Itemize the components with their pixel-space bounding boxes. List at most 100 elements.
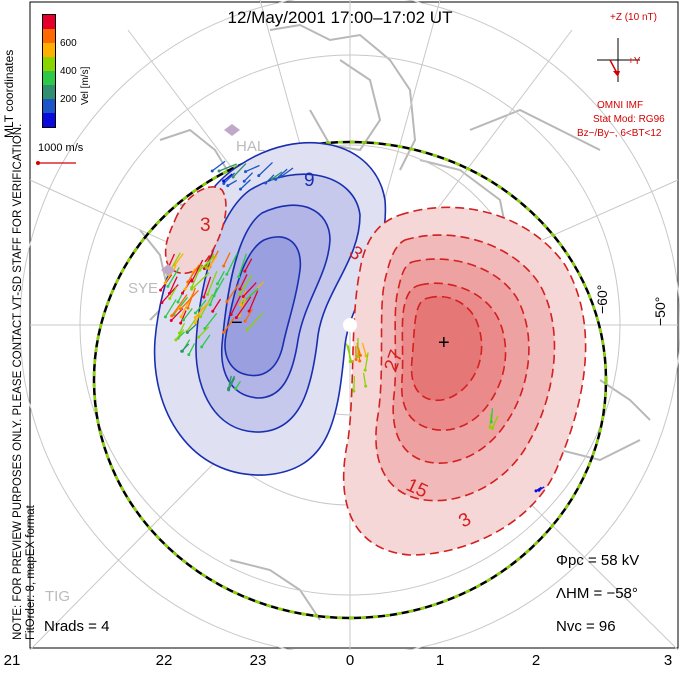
vector-origin [257, 174, 261, 178]
vector-origin [364, 384, 368, 388]
velocity-vector [275, 168, 288, 180]
velocity-vector [216, 270, 225, 285]
vector-origin [226, 184, 230, 188]
vector-origin [244, 170, 248, 174]
vector-origin [174, 338, 178, 342]
velocity-vector [181, 343, 190, 352]
velocity-vector [180, 310, 187, 324]
vector-origin [186, 306, 190, 310]
vector-origin [167, 291, 171, 295]
vector-origin [179, 321, 183, 325]
imf-source: OMNI IMF [597, 100, 644, 111]
vector-origin [182, 318, 186, 322]
vector-origin [202, 295, 206, 299]
vector-origin [194, 321, 198, 325]
vector-origin [490, 426, 494, 430]
colorbar-tick-600: 600 [60, 38, 77, 49]
velocity-vector [491, 415, 499, 429]
velocity-vector [170, 308, 184, 321]
velocity-vector [203, 276, 212, 298]
velocity-vector [212, 298, 222, 312]
velocity-vector [235, 296, 252, 318]
velocity-vector [227, 179, 238, 187]
vector-origin [488, 425, 492, 429]
vector-origin [204, 265, 208, 269]
velocity-vector [186, 318, 197, 332]
velocity-vector [243, 172, 254, 182]
vector-origin [238, 292, 242, 296]
vector-origin [243, 269, 247, 273]
velocity-vector [168, 276, 178, 294]
vector-origin [264, 181, 268, 185]
stat-n-vc: Nvc = 96 [556, 618, 616, 635]
vector-origin [159, 288, 163, 292]
velocity-vector [258, 161, 273, 177]
imf-model: Stat Mod: RG96 [593, 114, 665, 125]
velocity-vector [211, 160, 226, 172]
vector-origin [358, 359, 362, 363]
vector-origin [489, 420, 493, 424]
velocity-vector [191, 259, 204, 282]
radar-label-hal: HAL [236, 138, 266, 155]
velocity-vector [201, 334, 211, 348]
fit-info: FitOrder: 8, mapEX format [25, 505, 37, 640]
vector-origin [179, 307, 183, 311]
vector-origin [186, 280, 190, 284]
vector-origin [241, 294, 245, 298]
velocity-vector [240, 179, 251, 190]
vector-origin [222, 179, 226, 183]
mlt-tick-22: 22 [155, 652, 173, 669]
vector-origin [270, 177, 274, 181]
vector-origin [358, 353, 362, 357]
vector-origin [181, 291, 185, 295]
velocity-vector [239, 274, 248, 290]
velocity-scale-label: 1000 m/s [38, 142, 84, 154]
velocity-colorbar [42, 14, 56, 128]
contour-label-neg-9: 9 [304, 170, 315, 191]
vector-origin [193, 311, 197, 315]
imf-y-label: +Y [628, 56, 641, 67]
geomagnetic-pole-marker [343, 318, 357, 332]
vector-origin [238, 287, 242, 291]
mlt-tick-2: 2 [531, 652, 541, 669]
vector-origin [190, 287, 194, 291]
stat-n-rads: Nrads = 4 [44, 618, 110, 635]
vector-origin [166, 284, 170, 288]
velocity-vector [200, 293, 214, 318]
hm-boundary-dash [92, 140, 608, 620]
vector-origin [354, 358, 358, 362]
mlt-tick-0: 0 [345, 652, 355, 669]
vector-origin [231, 175, 235, 179]
velocity-vector [180, 289, 199, 310]
vector-origin [200, 345, 204, 349]
imf-z-label: +Z (10 nT) [610, 12, 657, 23]
positive-cell [342, 206, 587, 556]
vector-origin [229, 381, 233, 385]
vector-origin [234, 316, 238, 320]
vector-origin [180, 349, 184, 353]
vector-origin [242, 179, 246, 183]
convection-map [19, 0, 680, 650]
velocity-vector [204, 312, 218, 329]
velocity-vector [361, 342, 367, 356]
mlt-tick-3: 3 [663, 652, 673, 669]
vector-origin [245, 328, 249, 332]
velocity-scale-vector [36, 161, 76, 165]
vector-origin [168, 296, 172, 300]
velocity-vector [175, 329, 185, 341]
velocity-vector [209, 287, 218, 305]
vector-origin [356, 354, 360, 358]
vector-origin [534, 489, 538, 493]
velocity-vector [178, 322, 186, 334]
mlt-tick-21: 21 [3, 652, 21, 669]
contour-pos-dusk [164, 186, 227, 274]
colorbar-label: Vel [m/s] [80, 66, 91, 105]
velocity-vector [164, 265, 177, 284]
velocity-vector [223, 317, 235, 333]
vector-origin [279, 174, 283, 178]
velocity-vector [226, 283, 240, 303]
imf-clock [597, 38, 640, 82]
vector-origin [170, 314, 174, 318]
velocity-vector [191, 272, 210, 290]
vector-origin [234, 387, 238, 391]
